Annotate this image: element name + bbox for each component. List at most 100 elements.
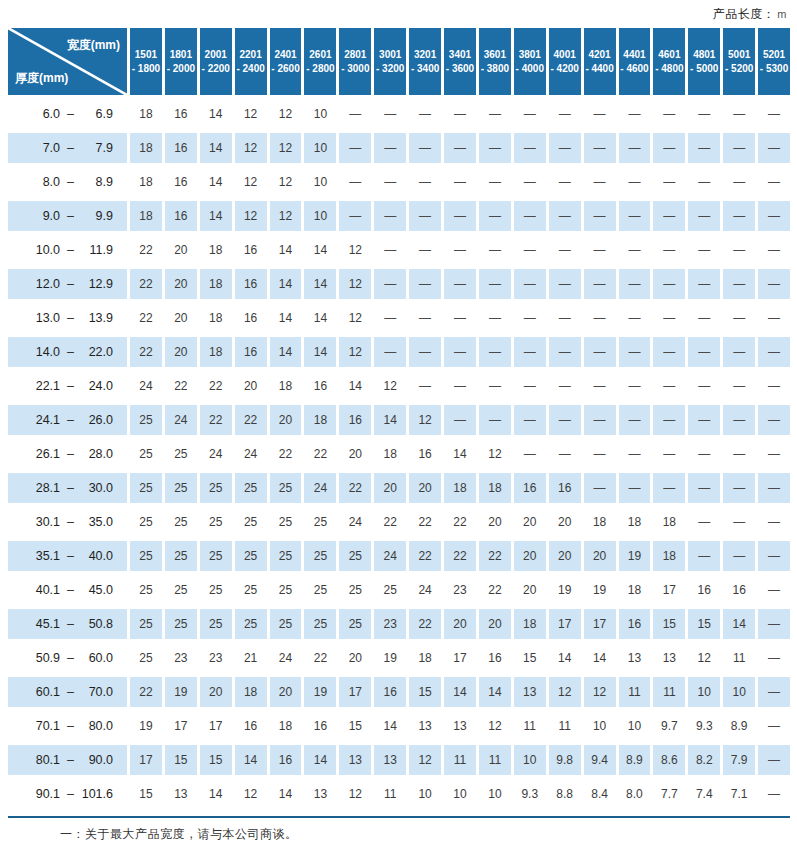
table-cell: 12 <box>409 745 441 775</box>
col-header: 3601- 3800 <box>479 28 511 95</box>
table-cell: 25 <box>200 541 232 571</box>
table-cell: 16 <box>619 609 651 639</box>
table-cell: 25 <box>339 541 371 571</box>
table-cell: 14 <box>270 235 302 265</box>
table-cell: 13 <box>444 711 476 741</box>
table-cell: 18 <box>130 167 162 197</box>
table-cell: 19 <box>584 575 616 605</box>
table-cell: — <box>758 133 790 163</box>
col-header: 4401- 4600 <box>619 28 651 95</box>
table-cell: 24 <box>409 575 441 605</box>
row-label: 22.1–24.0 <box>8 371 127 401</box>
table-cell: 18 <box>270 711 302 741</box>
table-cell: 16 <box>304 371 336 401</box>
table-cell: 16 <box>235 235 267 265</box>
col-header: 2201- 2400 <box>235 28 267 95</box>
table-cell: — <box>723 167 755 197</box>
table-cell: — <box>374 235 406 265</box>
table-cell: 24 <box>339 507 371 537</box>
table-cell: 10 <box>304 133 336 163</box>
table-cell: — <box>723 541 755 571</box>
table-cell: 25 <box>339 609 371 639</box>
table-cell: — <box>549 303 581 333</box>
table-cell: 8.8 <box>549 779 581 809</box>
table-cell: — <box>514 133 546 163</box>
table-cell: 25 <box>130 541 162 571</box>
table-cell: 25 <box>304 507 336 537</box>
row-label: 26.1–28.0 <box>8 439 127 469</box>
table-cell: 20 <box>339 643 371 673</box>
table-cell: 12 <box>339 337 371 367</box>
table-cell: 14 <box>723 609 755 639</box>
row-label: 90.1–101.6 <box>8 779 127 809</box>
col-header: 3001- 3200 <box>374 28 406 95</box>
table-cell: 15 <box>688 609 720 639</box>
table-cell: 25 <box>235 575 267 605</box>
table-cell: 12 <box>479 439 511 469</box>
table-cell: 15 <box>165 745 197 775</box>
row-label: 8.0–8.9 <box>8 167 127 197</box>
table-cell: 25 <box>235 507 267 537</box>
table-cell: — <box>758 337 790 367</box>
table-cell: 10 <box>304 99 336 129</box>
table-cell: 12 <box>235 99 267 129</box>
table-cell: — <box>653 473 685 503</box>
table-cell: — <box>758 541 790 571</box>
table-cell: — <box>514 439 546 469</box>
table-cell: — <box>479 99 511 129</box>
table-cell: 20 <box>200 677 232 707</box>
table-cell: 10 <box>584 711 616 741</box>
table-cell: 8.2 <box>688 745 720 775</box>
table-cell: — <box>688 235 720 265</box>
table-cell: 18 <box>200 269 232 299</box>
table-cell: 22 <box>200 371 232 401</box>
col-header: 2401- 2600 <box>270 28 302 95</box>
row-label: 6.0–6.9 <box>8 99 127 129</box>
table-cell: 22 <box>165 371 197 401</box>
table-cell: 16 <box>339 405 371 435</box>
table-cell: 19 <box>304 677 336 707</box>
table-cell: 9.8 <box>549 745 581 775</box>
table-cell: 18 <box>235 677 267 707</box>
corner-header-cell: 宽度(mm) 厚度(mm) <box>8 28 127 95</box>
table-cell: 22 <box>235 405 267 435</box>
table-cell: 22 <box>304 439 336 469</box>
table-cell: 16 <box>165 99 197 129</box>
table-cell: — <box>409 167 441 197</box>
row-label: 10.0–11.9 <box>8 235 127 265</box>
table-cell: 20 <box>479 507 511 537</box>
table-cell: 14 <box>304 337 336 367</box>
table-cell: 25 <box>304 609 336 639</box>
table-cell: 14 <box>200 133 232 163</box>
table-cell: 25 <box>165 473 197 503</box>
table-cell: — <box>374 99 406 129</box>
table-cell: — <box>758 575 790 605</box>
table-cell: 22 <box>444 507 476 537</box>
table-cell: 14 <box>270 303 302 333</box>
table-cell: — <box>514 167 546 197</box>
table-cell: — <box>514 371 546 401</box>
table-cell: — <box>653 235 685 265</box>
table-cell: — <box>619 133 651 163</box>
table-cell: 23 <box>374 609 406 639</box>
table-cell: 20 <box>165 337 197 367</box>
col-header: 2801- 3000 <box>339 28 371 95</box>
table-cell: 18 <box>409 643 441 673</box>
table-cell: 14 <box>200 779 232 809</box>
table-cell: — <box>758 167 790 197</box>
table-cell: 20 <box>165 303 197 333</box>
table-cell: — <box>514 269 546 299</box>
table-cell: 17 <box>339 677 371 707</box>
table-cell: 11 <box>619 677 651 707</box>
table-cell: — <box>619 371 651 401</box>
table-cell: 15 <box>409 677 441 707</box>
table-cell: 18 <box>304 405 336 435</box>
col-header: 4201- 4400 <box>584 28 616 95</box>
table-cell: 18 <box>444 473 476 503</box>
table-cell: — <box>688 371 720 401</box>
table-cell: — <box>409 235 441 265</box>
col-header: 3201- 3400 <box>409 28 441 95</box>
table-cell: — <box>584 303 616 333</box>
table-cell: — <box>758 745 790 775</box>
table-cell: 20 <box>444 609 476 639</box>
